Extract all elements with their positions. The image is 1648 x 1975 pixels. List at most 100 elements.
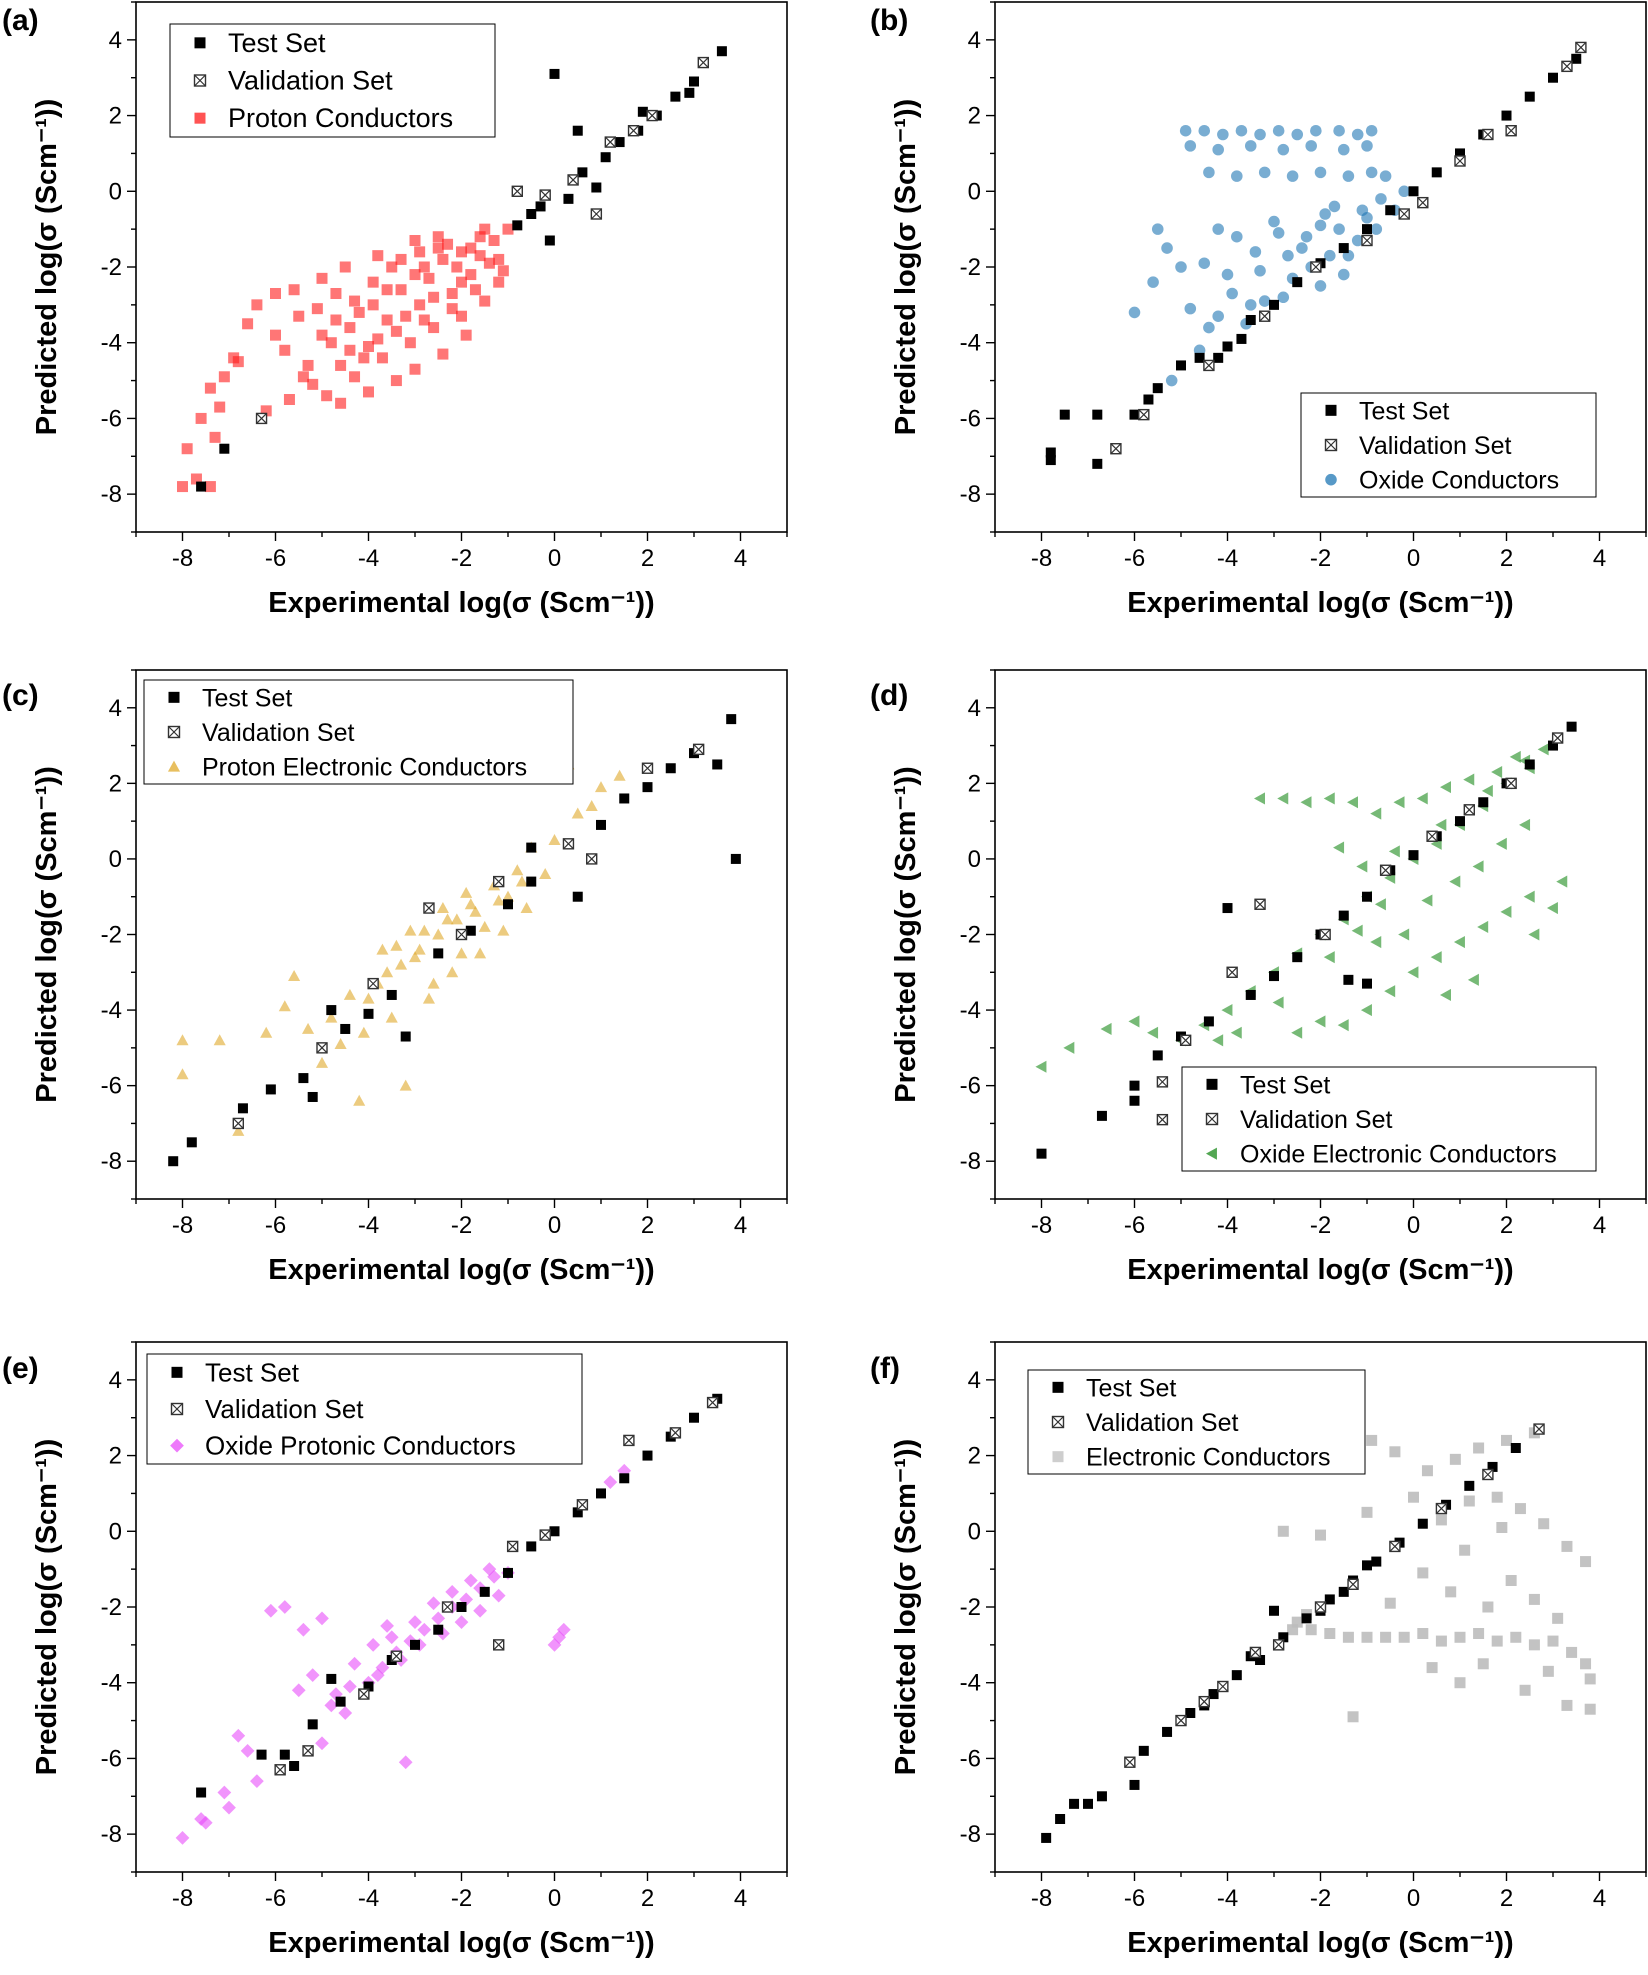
data-point	[515, 875, 528, 887]
x-tick-label: 0	[548, 1885, 561, 1912]
data-point	[432, 242, 444, 254]
data-point	[390, 375, 402, 387]
data-point	[316, 1042, 328, 1054]
y-tick-label: 4	[109, 1367, 122, 1394]
data-point	[1324, 1628, 1336, 1639]
data-point	[1435, 1635, 1447, 1647]
legend-marker	[1205, 1147, 1217, 1160]
data-point	[1333, 223, 1345, 235]
data-point	[204, 382, 216, 394]
x-axis-label: Experimental log(σ (Scm⁻¹))	[1127, 587, 1513, 619]
data-point	[1055, 1814, 1066, 1824]
y-tick-label: -2	[960, 922, 981, 949]
data-point	[436, 902, 449, 913]
data-point	[384, 1630, 399, 1645]
data-point	[1282, 249, 1294, 262]
data-point	[1292, 952, 1303, 963]
data-point	[1417, 1628, 1429, 1639]
data-point	[338, 1706, 353, 1720]
data-point	[511, 864, 524, 876]
data-point	[1478, 797, 1489, 808]
y-tick-label: -4	[101, 997, 122, 1024]
data-point	[1208, 1689, 1219, 1700]
data-point	[349, 295, 361, 307]
legend-marker	[167, 725, 181, 739]
data-point	[316, 272, 328, 284]
data-point	[381, 284, 393, 296]
data-point	[1552, 1612, 1564, 1624]
data-point	[431, 1611, 446, 1626]
series-oxide-conductors	[1128, 124, 1410, 387]
y-tick-label: 4	[968, 695, 981, 722]
data-point	[627, 125, 640, 137]
data-point	[418, 924, 431, 936]
legend-box	[1027, 1369, 1366, 1475]
legend-label: Proton Electronic Conductors	[202, 754, 527, 782]
data-point	[539, 1529, 551, 1541]
legend: Test Set Validation Set Oxide Protonic Con…	[146, 1353, 583, 1465]
x-tick-label: -8	[172, 1885, 193, 1912]
data-point	[417, 1622, 432, 1637]
data-point	[1421, 1465, 1433, 1477]
data-point	[474, 250, 486, 262]
data-point	[1305, 1624, 1317, 1636]
x-axis-label: Experimental log(σ (Scm⁻¹))	[268, 1254, 654, 1286]
legend: Test Set Validation Set Oxide Electronic C…	[1181, 1066, 1597, 1172]
data-point	[600, 152, 611, 163]
x-tick-label: 4	[734, 545, 747, 572]
x-tick-label: -8	[1031, 1212, 1052, 1239]
data-point	[1343, 974, 1354, 985]
data-point	[1161, 242, 1173, 254]
legend: Test Set Validation Set Electronic Conduct…	[1027, 1369, 1366, 1475]
data-point	[1365, 124, 1378, 137]
data-point	[526, 209, 537, 219]
data-point	[454, 1615, 469, 1630]
data-point	[1472, 860, 1484, 873]
data-point	[1249, 246, 1262, 258]
data-point	[544, 235, 555, 246]
data-point	[501, 890, 515, 902]
data-point	[1277, 291, 1290, 304]
legend-box	[1300, 392, 1597, 498]
legend-label: Validation Set	[1240, 1106, 1392, 1134]
data-point	[1258, 295, 1271, 307]
data-point	[432, 928, 445, 940]
data-point	[1528, 1593, 1540, 1605]
data-point	[1453, 936, 1465, 949]
data-point	[1292, 277, 1303, 288]
data-point	[1226, 966, 1238, 978]
y-tick-label: 2	[968, 1443, 981, 1470]
data-point	[422, 992, 435, 1004]
x-tick-label: -8	[172, 545, 193, 572]
data-point	[1143, 394, 1154, 405]
data-point	[502, 223, 514, 235]
data-point	[1231, 170, 1243, 182]
data-point	[465, 925, 476, 936]
data-point	[473, 1603, 487, 1618]
data-point	[196, 1787, 207, 1798]
data-point	[311, 303, 323, 315]
data-point	[1445, 1586, 1457, 1598]
data-point	[1528, 928, 1540, 941]
data-point	[1523, 890, 1535, 903]
x-axis-label: Experimental log(σ (Scm⁻¹))	[1127, 1927, 1513, 1959]
legend-marker	[1052, 1451, 1064, 1463]
data-point	[1301, 1613, 1312, 1624]
data-point	[1124, 1756, 1136, 1768]
panel-label: (c)	[2, 679, 39, 712]
y-tick-label: -8	[101, 481, 122, 508]
data-point	[1156, 1113, 1169, 1126]
data-point	[1096, 1791, 1107, 1802]
data-point	[1198, 124, 1211, 137]
data-point	[1045, 447, 1056, 458]
data-point	[1069, 1798, 1080, 1809]
data-point	[288, 284, 300, 296]
data-point	[1342, 170, 1355, 182]
data-point	[503, 1567, 513, 1578]
data-point	[1338, 910, 1349, 921]
data-point	[283, 394, 295, 405]
series-validation-set	[274, 1396, 719, 1776]
data-point	[1464, 1480, 1475, 1491]
legend-label: Electronic Conductors	[1086, 1444, 1331, 1472]
